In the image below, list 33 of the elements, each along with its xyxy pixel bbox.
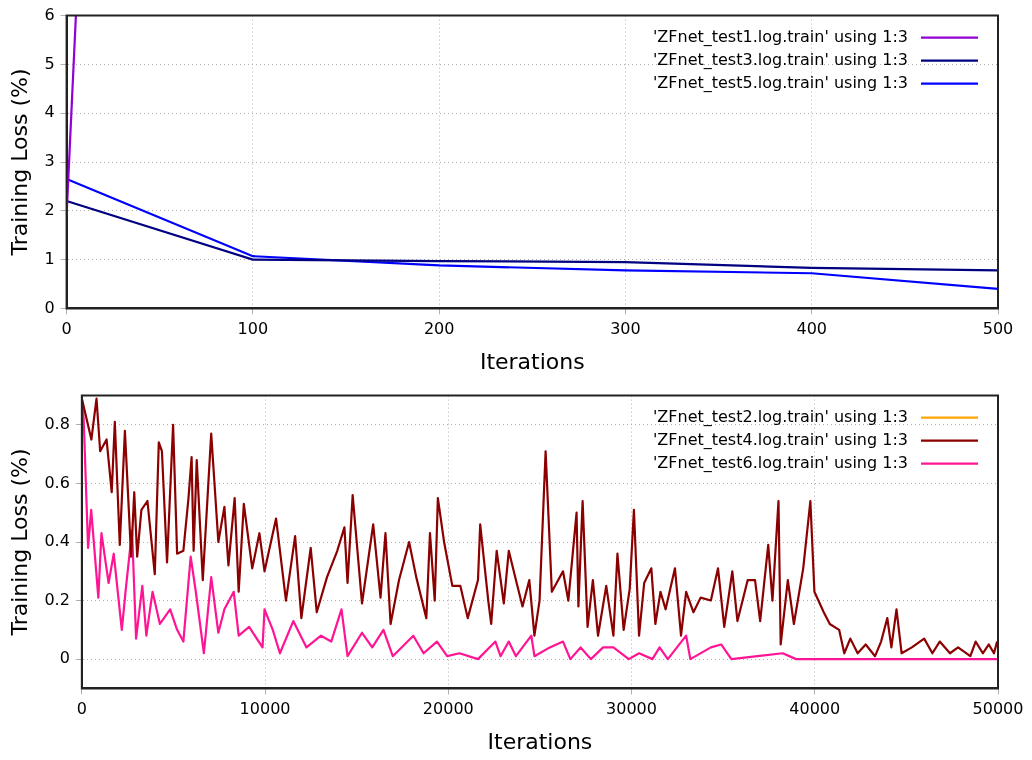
x-tick-label: 200: [423, 319, 455, 339]
legend-label: 'ZFnet_test5.log.train' using 1:3: [652, 72, 908, 93]
x-tick-label: 10000: [239, 699, 291, 719]
y-tick-label: 0.4: [44, 531, 70, 551]
y-tick-label: 0.8: [44, 414, 70, 434]
x-axis-title: Iterations: [487, 728, 593, 754]
y-tick-label: 0.2: [44, 589, 70, 609]
y-tick-label: 0: [59, 648, 70, 668]
y-tick-label: 4: [44, 102, 55, 122]
x-tick-label: 300: [610, 319, 641, 339]
y-axis-title: Training Loss (%): [6, 448, 32, 637]
x-tick-label: 0: [76, 699, 87, 719]
x-tick-label: 500: [982, 319, 1014, 339]
x-tick-label: 400: [796, 319, 827, 339]
y-tick-label: 0: [44, 297, 55, 317]
legend-label: 'ZFnet_test4.log.train' using 1:3: [652, 429, 908, 450]
x-tick-label: 20000: [422, 699, 474, 719]
x-tick-label: 30000: [606, 699, 657, 719]
x-tick-label: 50000: [972, 699, 1024, 719]
x-axis-title: Iterations: [479, 348, 585, 374]
x-tick-label: 100: [237, 319, 269, 339]
legend-label: 'ZFnet_test3.log.train' using 1:3: [652, 49, 908, 70]
y-tick-label: 0.6: [44, 472, 70, 492]
x-tick-label: 40000: [789, 699, 841, 719]
y-axis-title: Training Loss (%): [6, 68, 32, 257]
y-tick-label: 3: [44, 151, 55, 171]
y-tick-label: 1: [44, 248, 55, 268]
y-tick-label: 6: [44, 4, 55, 24]
y-tick-label: 2: [44, 199, 55, 219]
y-tick-label: 5: [44, 53, 55, 73]
legend-label: 'ZFnet_test1.log.train' using 1:3: [652, 26, 908, 47]
legend-label: 'ZFnet_test6.log.train' using 1:3: [652, 452, 908, 473]
legend-label: 'ZFnet_test2.log.train' using 1:3: [652, 406, 908, 427]
